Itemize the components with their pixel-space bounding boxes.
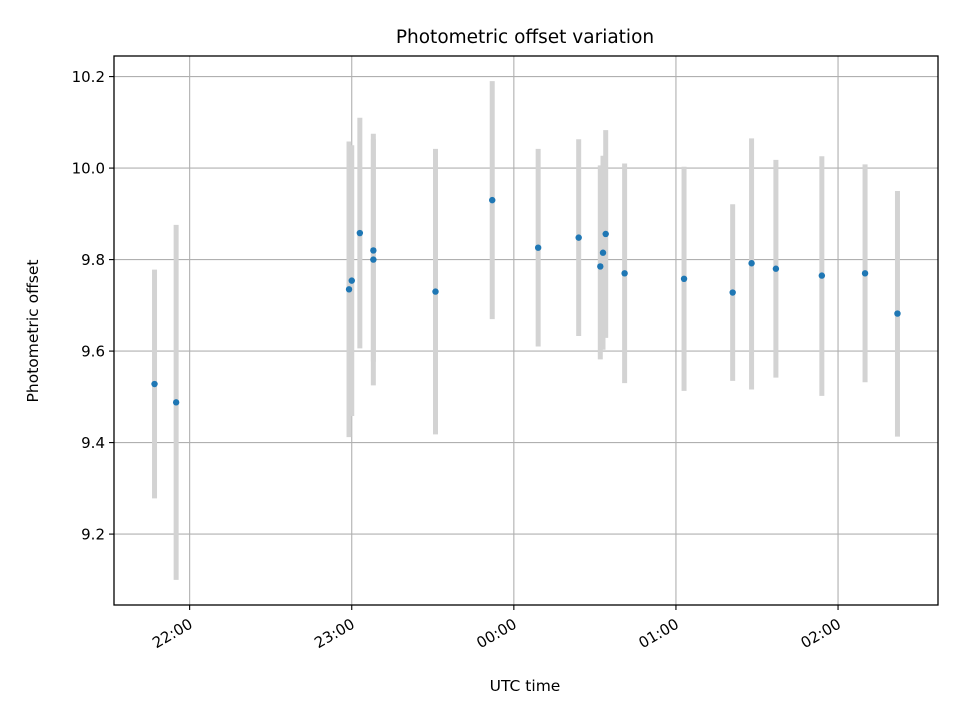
data-point <box>151 380 158 388</box>
data-points <box>151 196 901 406</box>
data-point <box>597 263 604 270</box>
x-axis-label: UTC time <box>490 677 561 695</box>
data-point <box>345 286 353 293</box>
data-point <box>172 399 180 406</box>
y-tick-label: 9.6 <box>81 343 105 361</box>
grid-lines <box>114 56 938 605</box>
data-point <box>370 256 377 263</box>
data-point <box>818 272 826 279</box>
data-point <box>621 270 628 277</box>
data-point <box>599 249 607 256</box>
data-point <box>894 310 901 317</box>
data-point <box>861 270 869 277</box>
y-tick-label: 10.0 <box>72 160 105 178</box>
y-tick-label: 10.2 <box>72 68 105 86</box>
chart-title: Photometric offset variation <box>396 27 654 48</box>
y-tick-label: 9.4 <box>81 434 105 452</box>
data-point <box>348 277 355 284</box>
y-axis-label: Photometric offset <box>24 260 42 403</box>
y-tick-label: 9.2 <box>81 526 105 544</box>
data-point <box>772 265 780 272</box>
data-point <box>489 196 496 204</box>
data-point <box>432 288 439 295</box>
plot-area-frame <box>113 55 939 606</box>
data-point <box>748 260 755 267</box>
data-point <box>370 247 377 254</box>
data-point <box>680 275 688 283</box>
data-point <box>534 244 542 251</box>
data-point <box>356 229 364 237</box>
data-point <box>602 230 609 238</box>
data-point <box>729 289 736 296</box>
data-point <box>575 234 582 241</box>
y-tick-label: 9.8 <box>81 251 105 269</box>
